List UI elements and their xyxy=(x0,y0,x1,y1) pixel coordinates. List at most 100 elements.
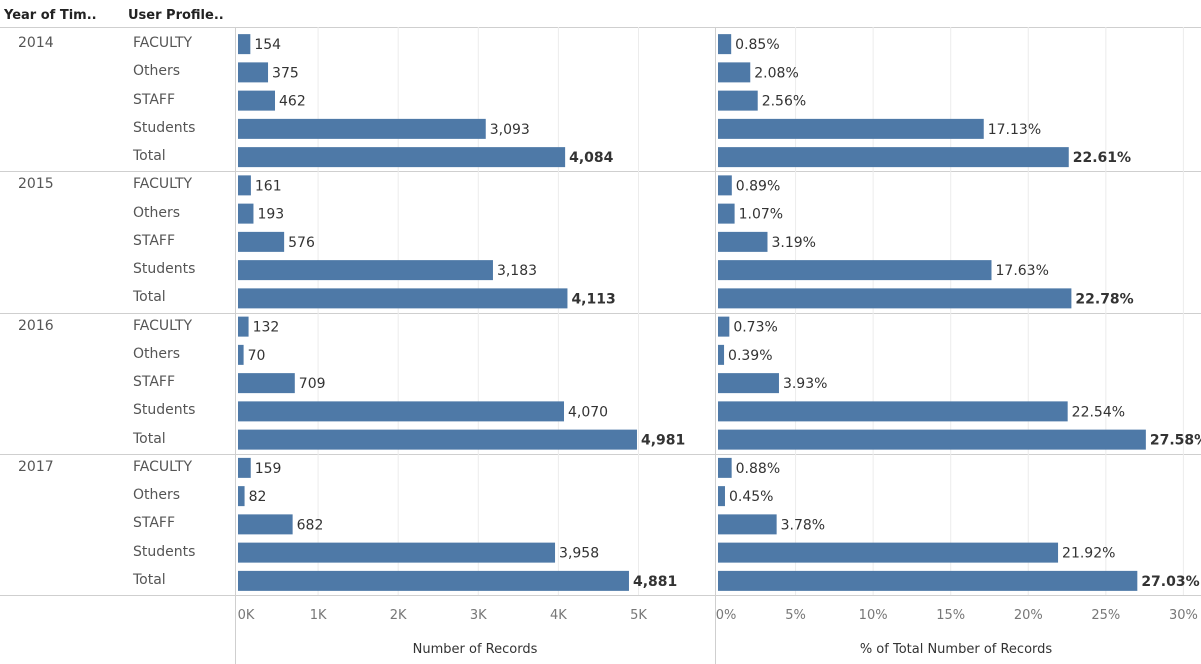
bar-2015-others[interactable] xyxy=(718,203,735,224)
bar-2015-students[interactable] xyxy=(238,260,493,281)
bar-value-label: 154 xyxy=(254,37,281,53)
bar-2017-faculty[interactable] xyxy=(238,457,251,478)
bar-2017-total[interactable] xyxy=(718,570,1138,591)
bar-value-label: 2.56% xyxy=(762,94,806,110)
bar-2017-faculty[interactable] xyxy=(718,457,732,478)
bar-2014-faculty[interactable] xyxy=(718,34,732,55)
bar-2017-others[interactable] xyxy=(238,486,245,507)
bar-2015-faculty[interactable] xyxy=(718,175,732,196)
bar-value-label: 21.92% xyxy=(1062,546,1115,562)
x-tick-label: 30% xyxy=(1168,608,1198,623)
bar-2017-others[interactable] xyxy=(718,486,725,507)
panel-separator xyxy=(235,27,236,664)
bar-2016-others[interactable] xyxy=(718,344,725,365)
category-label-staff: STAFF xyxy=(133,92,176,108)
category-label-total: Total xyxy=(133,572,166,588)
group-separator xyxy=(0,171,1201,172)
bar-2015-students[interactable] xyxy=(718,260,992,281)
bar-value-label: 576 xyxy=(288,235,315,251)
bar-value-label: 0.88% xyxy=(736,461,780,477)
bar-value-label: 22.54% xyxy=(1072,404,1125,420)
category-label-total: Total xyxy=(133,431,166,447)
bar-2017-students[interactable] xyxy=(718,542,1059,563)
bar-value-label: 17.13% xyxy=(988,122,1041,138)
bar-2016-total[interactable] xyxy=(238,429,637,450)
bar-value-label: 462 xyxy=(279,94,306,110)
x-tick-label: 25% xyxy=(1091,608,1121,623)
bar-2016-faculty[interactable] xyxy=(238,316,249,337)
bar-2016-total[interactable] xyxy=(718,429,1146,450)
bar-2017-staff[interactable] xyxy=(238,514,293,535)
category-label-students: Students xyxy=(133,120,196,136)
bar-value-label: 0.45% xyxy=(729,489,773,505)
bar-2014-others[interactable] xyxy=(718,62,751,83)
category-label-others: Others xyxy=(133,205,181,221)
bar-2014-students[interactable] xyxy=(718,118,984,139)
bar-2017-total[interactable] xyxy=(238,570,629,591)
bar-value-label: 17.63% xyxy=(996,263,1049,279)
bar-2016-faculty[interactable] xyxy=(718,316,730,337)
bar-value-label: 193 xyxy=(257,207,284,223)
bar-value-label: 82 xyxy=(249,489,267,505)
category-label-students: Students xyxy=(133,402,196,418)
year-label-2016: 2016 xyxy=(18,318,54,334)
category-label-students: Students xyxy=(133,544,196,560)
category-label-total: Total xyxy=(133,289,166,305)
x-tick-label: 5K xyxy=(630,608,647,623)
bar-value-label: 3,958 xyxy=(559,546,599,562)
year-label-2015: 2015 xyxy=(18,176,54,192)
x-axis-title: Number of Records xyxy=(412,642,538,657)
bar-2014-total[interactable] xyxy=(718,147,1069,168)
bar-value-label: 3,183 xyxy=(497,263,537,279)
column-header-user-profile[interactable]: User Profile.. xyxy=(128,8,224,23)
bar-value-label: 375 xyxy=(272,65,299,81)
bar-2015-total[interactable] xyxy=(238,288,568,309)
bar-2016-staff[interactable] xyxy=(718,373,779,394)
header-separator xyxy=(0,27,1201,28)
bar-2015-staff[interactable] xyxy=(718,231,768,252)
bar-2016-students[interactable] xyxy=(718,401,1068,422)
x-tick-label: 2K xyxy=(389,608,407,623)
bar-2016-others[interactable] xyxy=(238,344,244,365)
category-label-total: Total xyxy=(133,148,166,164)
bar-value-label: 709 xyxy=(299,376,326,392)
bar-2015-total[interactable] xyxy=(718,288,1072,309)
bar-2017-staff[interactable] xyxy=(718,514,777,535)
bar-2014-students[interactable] xyxy=(238,118,486,139)
category-label-others: Others xyxy=(133,63,181,79)
bar-2014-faculty[interactable] xyxy=(238,34,251,55)
bar-value-label: 27.58% xyxy=(1150,433,1201,449)
x-tick-label: 0% xyxy=(715,608,737,623)
x-tick-label: 15% xyxy=(936,608,966,623)
bar-2014-staff[interactable] xyxy=(238,90,276,111)
category-label-others: Others xyxy=(133,487,181,503)
bar-2016-staff[interactable] xyxy=(238,373,295,394)
bar-2014-others[interactable] xyxy=(238,62,269,83)
bar-2014-total[interactable] xyxy=(238,147,566,168)
bar-2015-faculty[interactable] xyxy=(238,175,251,196)
bar-value-label: 3.93% xyxy=(783,376,827,392)
bar-2015-staff[interactable] xyxy=(238,231,285,252)
category-label-staff: STAFF xyxy=(133,233,176,249)
bar-value-label: 70 xyxy=(248,348,266,364)
bar-value-label: 132 xyxy=(253,320,280,336)
column-header-year[interactable]: Year of Tim.. xyxy=(4,8,97,23)
group-separator xyxy=(0,313,1201,314)
bar-2014-staff[interactable] xyxy=(718,90,758,111)
category-label-faculty: FACULTY xyxy=(133,318,193,334)
bar-2016-students[interactable] xyxy=(238,401,565,422)
bar-value-label: 4,881 xyxy=(633,574,677,590)
category-label-staff: STAFF xyxy=(133,515,176,531)
chart-bottom-line xyxy=(0,595,1201,596)
year-label-2014: 2014 xyxy=(18,35,54,51)
category-label-others: Others xyxy=(133,346,181,362)
category-label-staff: STAFF xyxy=(133,374,176,390)
bar-value-label: 4,113 xyxy=(571,291,615,307)
category-label-faculty: FACULTY xyxy=(133,459,193,475)
bar-2017-students[interactable] xyxy=(238,542,556,563)
bar-2015-others[interactable] xyxy=(238,203,254,224)
bar-value-label: 0.89% xyxy=(736,178,780,194)
x-tick-label: 1K xyxy=(309,608,327,623)
bar-value-label: 0.39% xyxy=(728,348,772,364)
bar-value-label: 22.78% xyxy=(1075,291,1133,307)
